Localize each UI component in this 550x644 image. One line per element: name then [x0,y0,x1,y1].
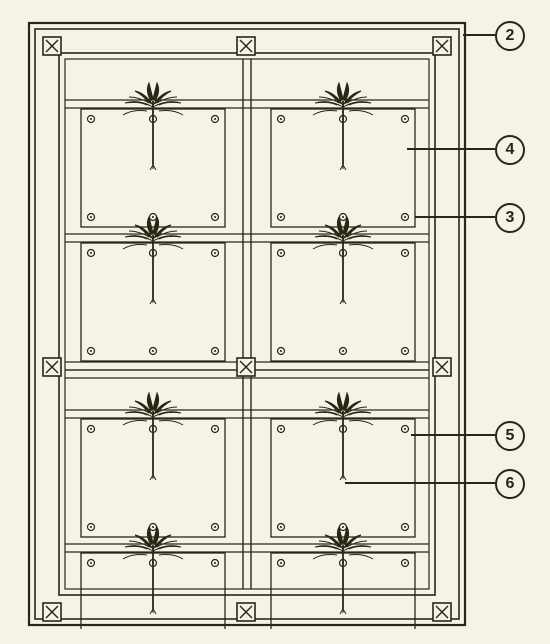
callout-label: 3 [495,203,525,233]
callout-label: 2 [495,21,525,51]
callout-leader [407,148,495,150]
callout-label: 4 [495,135,525,165]
diagram-svg [15,15,535,629]
callout-leader [345,482,495,484]
diagram-stage: 2 4 3 5 6 [15,15,535,629]
callout-leader [463,34,495,36]
callout-label: 5 [495,421,525,451]
callout-leader [411,434,495,436]
callout-label: 6 [495,469,525,499]
callout-leader [415,216,495,218]
